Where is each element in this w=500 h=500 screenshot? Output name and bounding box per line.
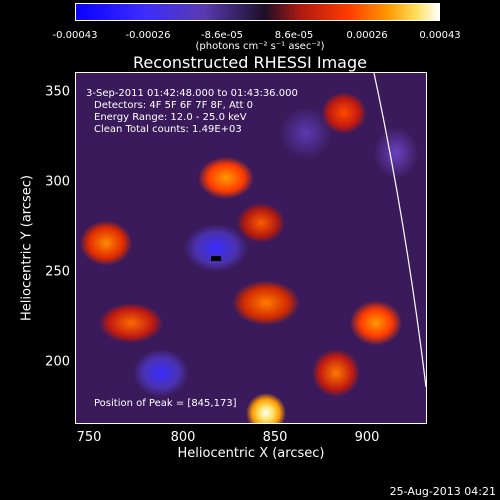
peak-marker xyxy=(211,256,221,261)
timestamp: 25-Aug-2013 04:21 xyxy=(389,485,496,498)
colorbar-tick: -0.00043 xyxy=(52,30,98,41)
colorbar-tick: 8.6e-05 xyxy=(274,30,314,41)
x-tick: 800 xyxy=(170,430,196,445)
y-tick: 300 xyxy=(45,174,70,190)
detectors: Detectors: 4F 5F 6F 7F 8F, Att 0 xyxy=(94,100,254,111)
x-tick: 750 xyxy=(76,430,102,445)
y-tick: 250 xyxy=(45,264,70,280)
y-tick: 350 xyxy=(45,84,70,100)
colorbar-units: (photons cm⁻² s⁻¹ asec⁻²) xyxy=(195,41,325,52)
x-tick: 900 xyxy=(354,430,380,445)
rhessi-image: 3-Sep-2011 01:42:48.000 to 01:43:36.000 … xyxy=(75,72,427,424)
clean-counts: Clean Total counts: 1.49E+03 xyxy=(94,124,242,135)
solar-limb-line xyxy=(373,73,426,388)
peak-position: Position of Peak = [845,173] xyxy=(94,398,237,409)
colorbar-tick: -8.6e-05 xyxy=(201,30,243,41)
y-tick: 200 xyxy=(45,354,70,370)
x-axis-label: Heliocentric X (arcsec) xyxy=(177,446,325,461)
time-range: 3-Sep-2011 01:42:48.000 to 01:43:36.000 xyxy=(86,88,298,99)
y-axis-label: Heliocentric Y (arcsec) xyxy=(19,175,35,321)
colorbar-tick: -0.00026 xyxy=(125,30,171,41)
energy-range: Energy Range: 12.0 - 25.0 keV xyxy=(94,112,247,123)
colorbar xyxy=(75,3,440,21)
colorbar-tick: 0.00026 xyxy=(346,30,388,41)
image-title: Reconstructed RHESSI Image xyxy=(133,53,367,72)
colorbar-tick: 0.00043 xyxy=(419,30,461,41)
x-tick: 850 xyxy=(262,430,288,445)
